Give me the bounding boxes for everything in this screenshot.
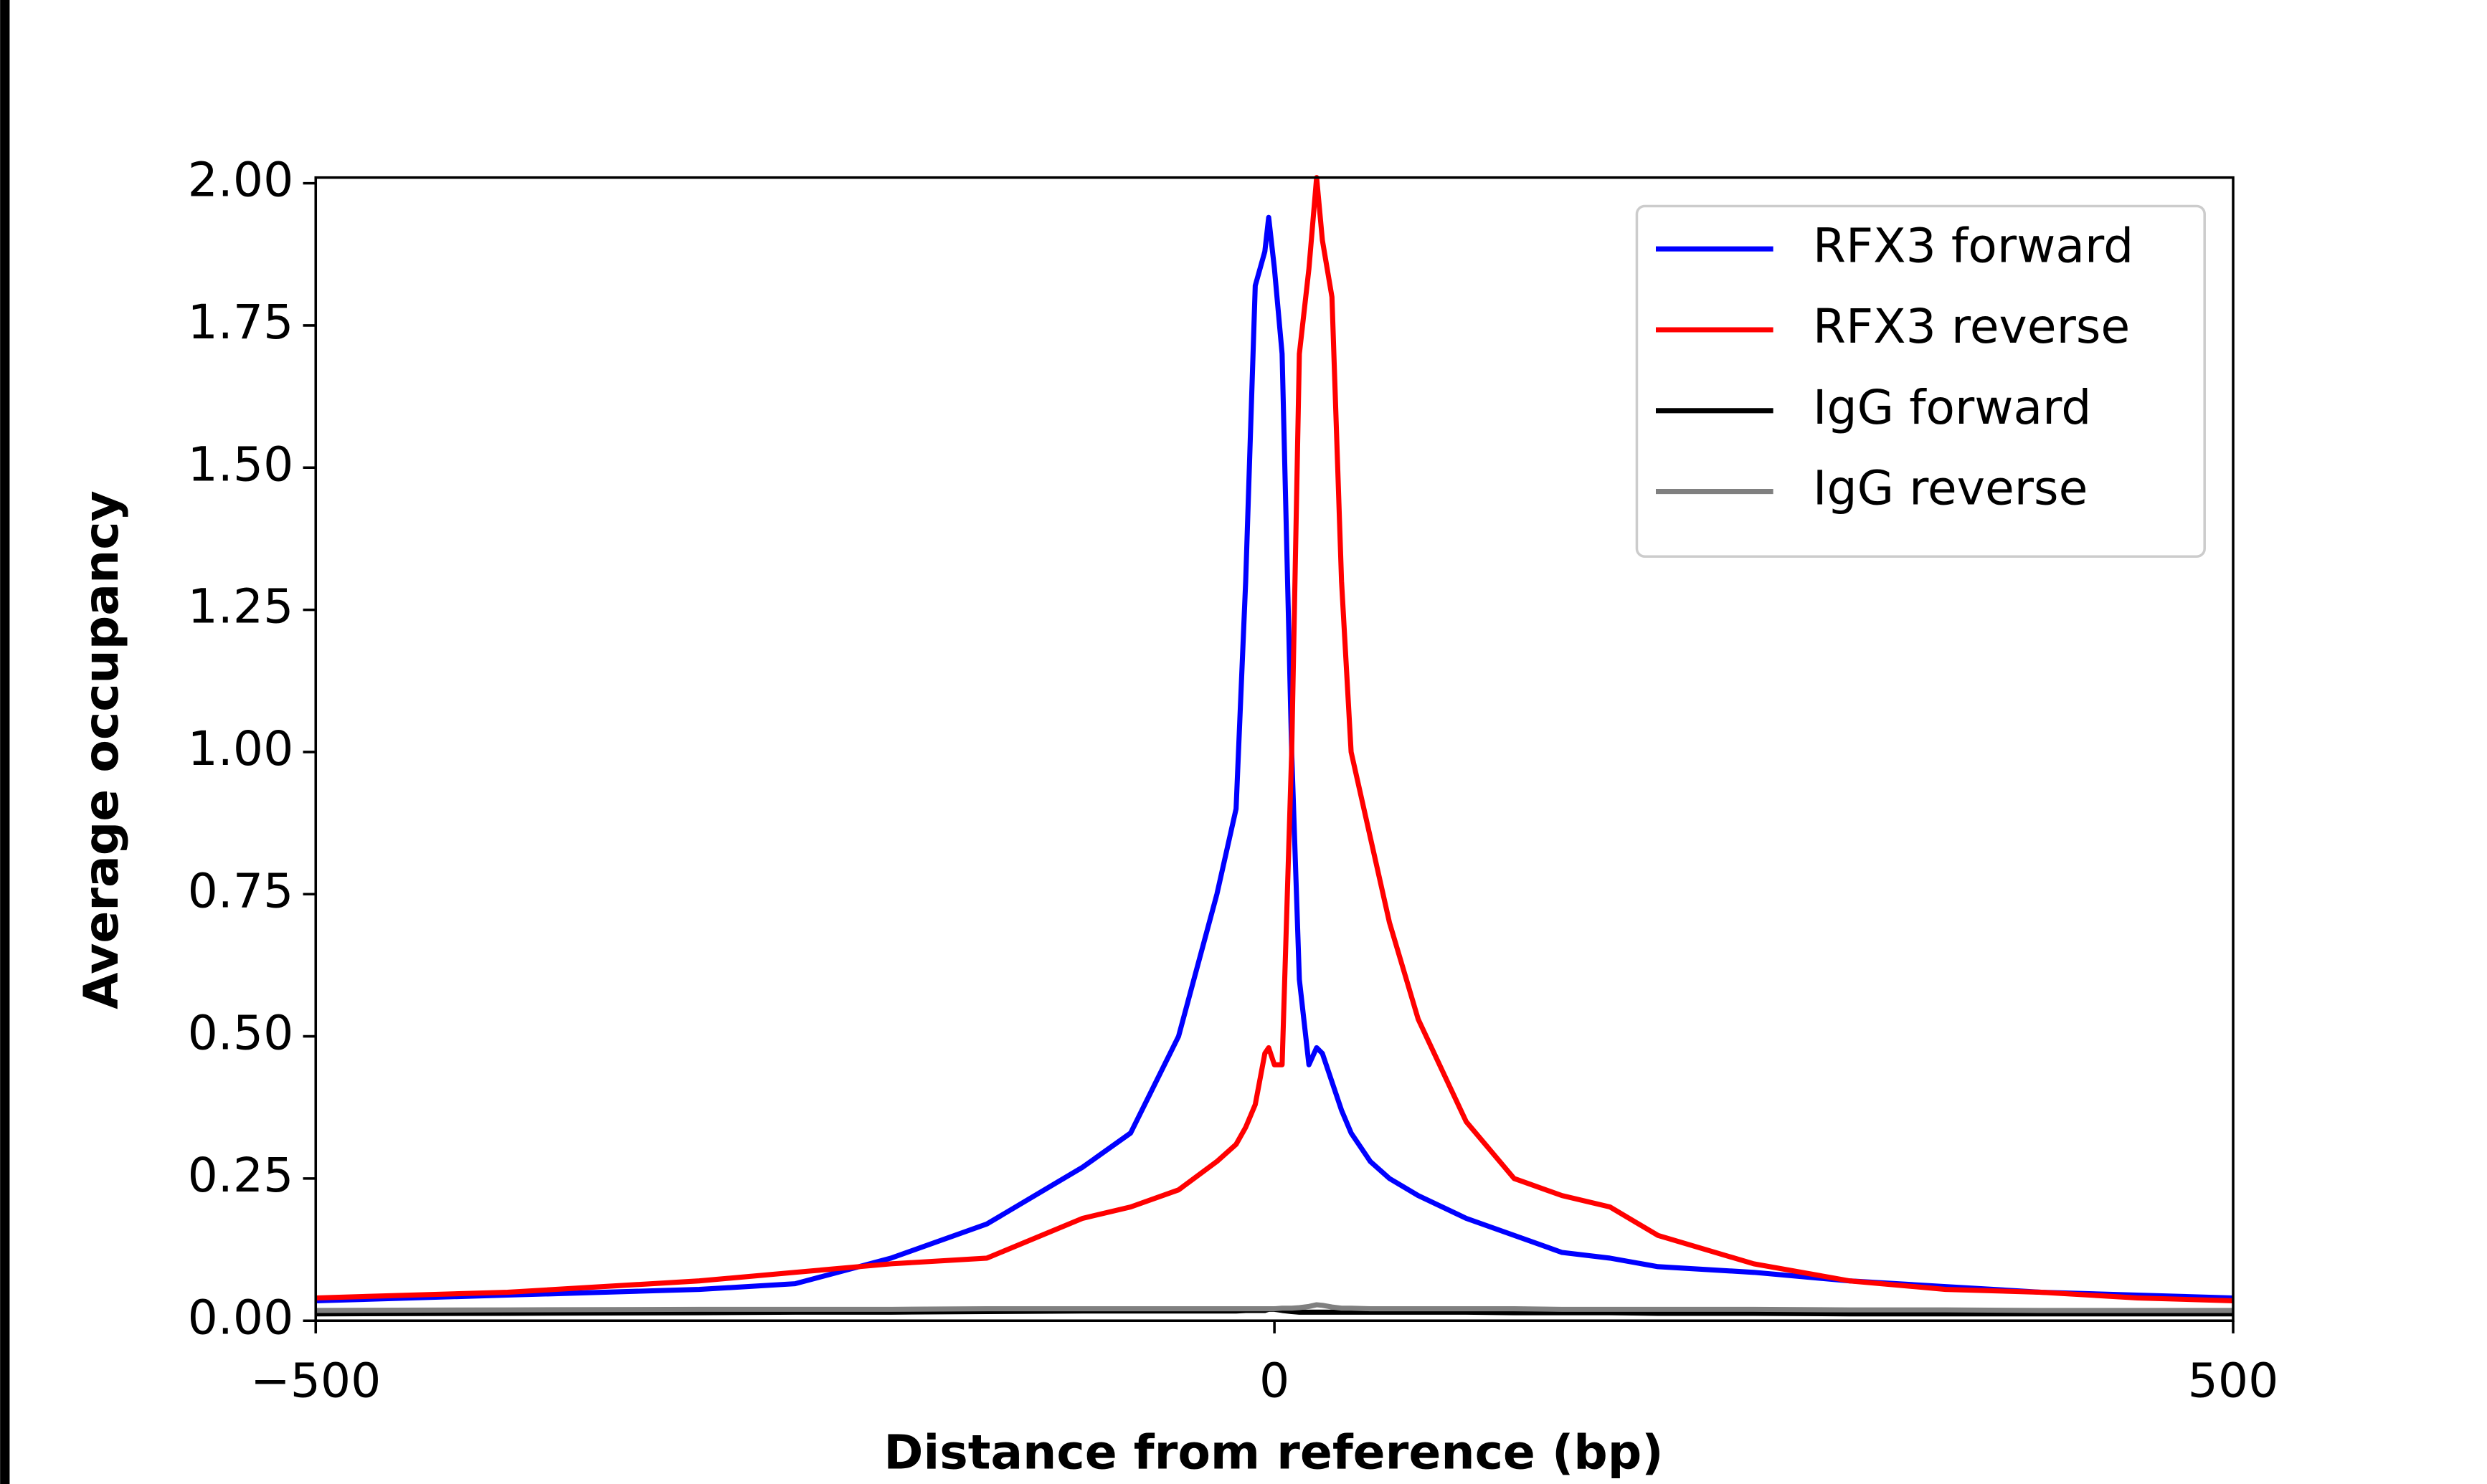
- y-axis-label: Average occupancy: [73, 490, 129, 1009]
- y-tick-label: 1.50: [188, 436, 294, 492]
- y-tick-label: 1.75: [188, 294, 294, 350]
- x-axis-label: Distance from reference (bp): [884, 1424, 1663, 1480]
- y-tick-label: 0.00: [188, 1289, 294, 1345]
- series-line: [316, 1302, 2234, 1313]
- left-edge: [0, 0, 10, 1484]
- y-tick-label: 1.00: [188, 720, 294, 776]
- x-tick-label: 500: [2188, 1353, 2279, 1409]
- y-tick-label: 1.25: [188, 579, 294, 634]
- y-tick-label: 0.25: [188, 1147, 294, 1203]
- y-tick-label: 2.00: [188, 152, 294, 208]
- legend-box: [1635, 204, 2206, 558]
- x-tick-label: 0: [1259, 1353, 1289, 1409]
- series-line: [316, 175, 2234, 1303]
- series-line: [316, 214, 2234, 1303]
- y-tick-label: 0.50: [188, 1005, 294, 1061]
- legend-label: IgG reverse: [1813, 460, 2088, 516]
- x-tick-label: −500: [250, 1353, 381, 1409]
- legend-label: RFX3 reverse: [1813, 298, 2130, 354]
- legend-label: IgG forward: [1813, 379, 2091, 435]
- y-tick-label: 0.75: [188, 862, 294, 918]
- legend-label: RFX3 forward: [1813, 217, 2133, 273]
- plot-frame: [314, 176, 2235, 1322]
